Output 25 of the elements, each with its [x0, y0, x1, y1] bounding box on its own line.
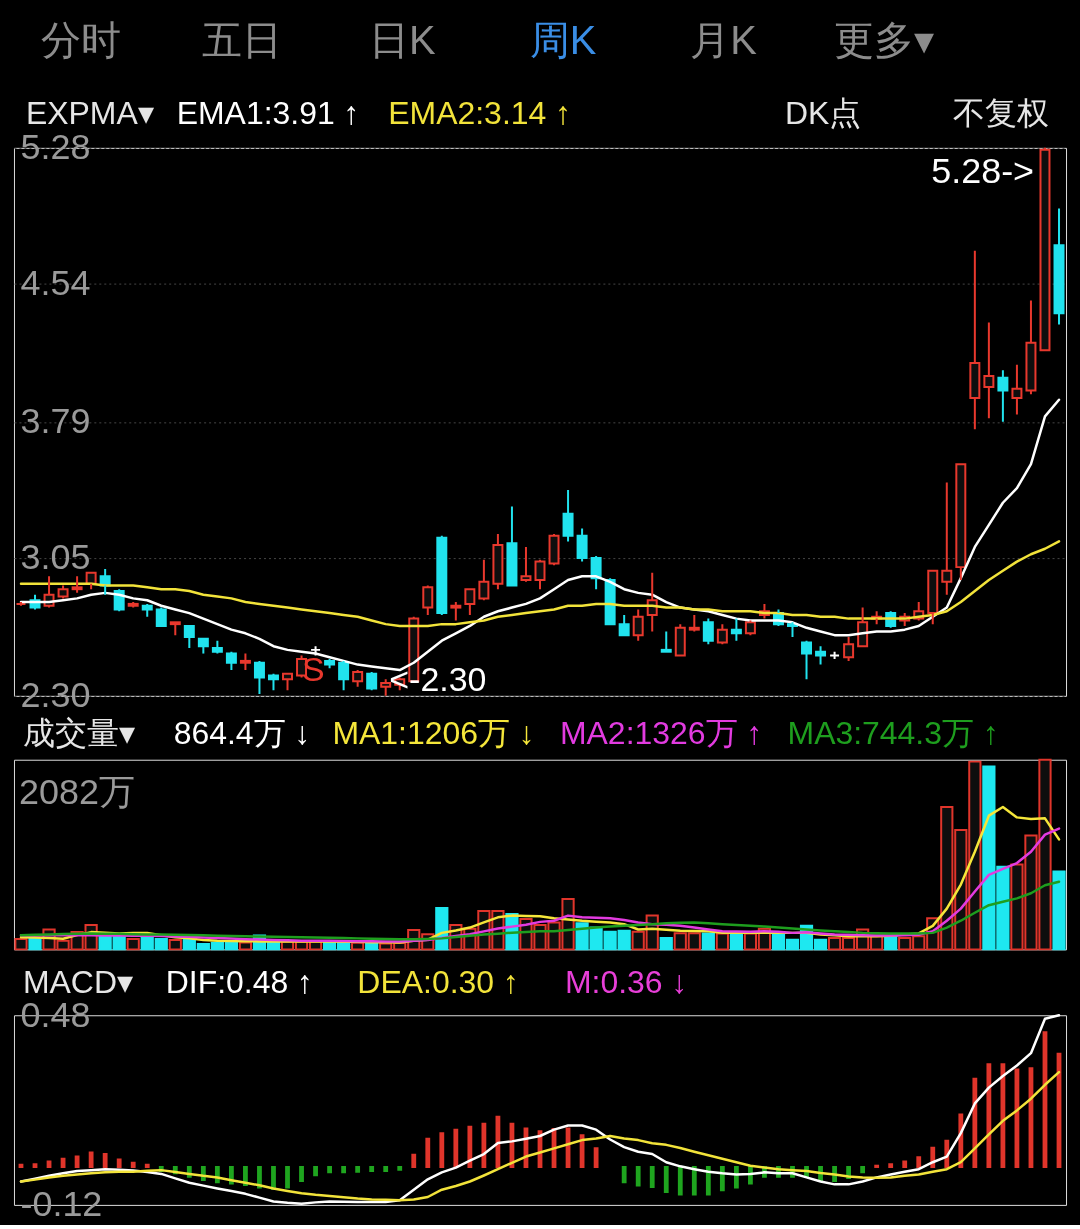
text: MA2:1326万 ↑: [559, 714, 763, 751]
text: M:0.36 ↓: [564, 964, 688, 1001]
text: 更多▾: [834, 18, 935, 63]
text: MA3:744.3万 ↑: [787, 714, 999, 751]
chart-title: EXPMA▾: [25, 94, 154, 131]
chart-title: MACD▾: [22, 964, 133, 1001]
text: MA1:1206万 ↓: [332, 714, 535, 751]
text: DEA:0.30 ↑: [357, 964, 519, 1001]
text: 日K: [368, 18, 436, 63]
chart-title: 成交量▾: [22, 714, 135, 751]
text: EMA2:3.14 ↑: [388, 94, 572, 131]
annotation: 2082万: [18, 770, 135, 812]
text: DK点: [785, 94, 862, 131]
text: 864.4万 ↓: [173, 714, 311, 751]
text: 分时: [40, 18, 121, 63]
y-tick-label: 3.05: [20, 536, 91, 578]
text: DIF:0.48 ↑: [165, 964, 314, 1001]
text: 五日: [201, 18, 282, 63]
text: 不复权: [953, 94, 1050, 131]
y-tick-label: 4.54: [20, 262, 91, 304]
annotation: 5.28->: [931, 149, 1035, 191]
text: 周K: [529, 18, 597, 63]
y-tick-label: 3.79: [20, 400, 91, 442]
text: EMA1:3.91 ↑: [176, 94, 360, 131]
text: 月K: [690, 18, 758, 63]
